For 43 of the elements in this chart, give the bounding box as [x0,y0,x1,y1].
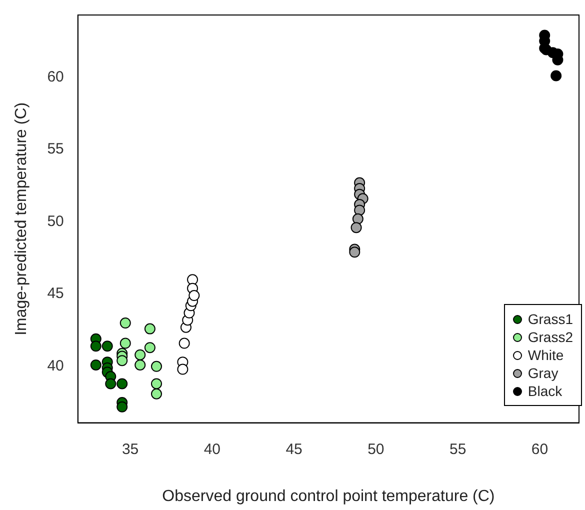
legend-label: Grass1 [528,310,573,328]
legend-label: Black [528,382,562,400]
point [150,378,162,390]
y-axis-title: Image-predicted temperature (C) [13,102,30,336]
point [105,378,116,390]
point [134,359,146,370]
y-tick-label: 45 [47,285,64,302]
point [187,274,198,286]
legend-label: Gray [528,364,558,382]
x-tick-label: 40 [204,440,221,458]
point [102,340,113,352]
point [120,338,131,349]
point [178,338,190,349]
y-tick-label: 60 [47,68,64,86]
y-tick-label: 50 [47,212,64,230]
point [354,204,366,216]
x-tick-label: 45 [286,440,302,458]
point [90,340,102,352]
point [350,222,362,234]
point [550,70,562,82]
y-tick-label: 40 [47,358,64,375]
x-tick-label: 60 [531,440,548,458]
point [116,355,128,366]
point [150,388,162,400]
point [150,360,162,372]
y-tick-label: 55 [47,140,64,158]
point [134,349,146,360]
x-tick-label: 55 [449,440,466,458]
point [120,318,131,329]
point [177,364,188,375]
point [349,246,360,258]
legend-label: Grass2 [528,328,573,346]
x-axis-title: Observed ground control point temperature (C) [162,488,495,505]
point [188,290,200,302]
point [144,323,156,334]
legend-label: White [528,346,564,364]
x-tick-label: 50 [368,440,384,458]
point [90,359,102,370]
point [116,401,128,412]
point [116,378,128,390]
x-tick-label: 35 [122,440,139,458]
point [144,342,156,354]
point [352,213,364,224]
